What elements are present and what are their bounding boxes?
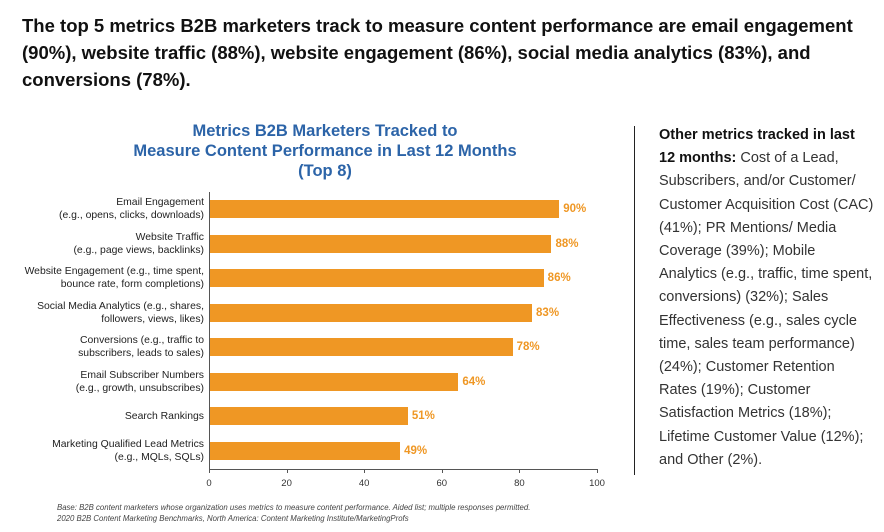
category-label-line: subscribers, leads to sales) [78, 348, 204, 359]
chart-title-line: Measure Content Performance in Last 12 M… [133, 142, 517, 160]
bar [210, 441, 401, 460]
y-axis-line [209, 192, 210, 469]
bar [210, 303, 533, 322]
x-tick [209, 469, 210, 473]
value-label: 51% [411, 410, 435, 422]
other-metrics-heading: Other metrics tracked in last 12 months: [659, 127, 855, 167]
chart-title: Metrics B2B Marketers Tracked to Measure… [110, 121, 540, 181]
x-tick-label: 20 [281, 478, 292, 489]
category-label: Conversions (e.g., traffic to subscribers… [0, 334, 204, 360]
category-label-line: Conversions (e.g., traffic to [80, 335, 204, 346]
value-label: 64% [462, 375, 486, 388]
chart-title-line: (Top 8) [298, 162, 352, 180]
category-label-line: (e.g., growth, unsubscribes) [75, 382, 204, 394]
chart-title-line: Metrics B2B Marketers Tracked to [192, 122, 458, 140]
category-label-line: (e.g., opens, clicks, downloads) [59, 210, 204, 221]
x-axis-line [209, 469, 598, 470]
x-tick [597, 469, 598, 473]
category-label-line: Website Traffic [135, 231, 204, 243]
x-tick [286, 469, 288, 473]
other-metrics-panel: Other metrics tracked in last 12 months:… [659, 124, 874, 472]
x-tick-label: 40 [358, 478, 370, 489]
other-metrics-text: Cost of a Lead, Subscribers, and/or Cust… [659, 150, 874, 468]
category-label: Email Engagement (e.g., opens, clicks, do… [0, 196, 204, 222]
category-label-line: Marketing Qualified Lead Metrics [52, 438, 204, 450]
bar [210, 372, 459, 391]
category-label-line: followers, views, likes) [101, 313, 204, 325]
category-label-line: (e.g., page views, backlinks) [73, 244, 204, 256]
category-label-line: Email Subscriber Numbers [80, 369, 204, 381]
category-label-line: bounce rate, form completions) [60, 279, 204, 290]
value-label: 49% [404, 444, 428, 457]
x-tick [364, 469, 366, 473]
category-label-line: Search Rankings [124, 410, 204, 422]
category-label: Social Media Analytics (e.g., shares, fol… [0, 300, 204, 326]
footnote-source: 2020 B2B Content Marketing Benchmarks, N… [57, 514, 409, 523]
category-label: Search Rankings [0, 410, 204, 423]
value-label: 83% [536, 306, 560, 319]
x-tick [441, 469, 443, 473]
x-tick-label: 0 [206, 478, 212, 489]
category-label: Website Engagement (e.g., time spent, bou… [0, 265, 204, 291]
category-label-line: Social Media Analytics (e.g., shares, [37, 300, 204, 312]
value-label: 88% [555, 237, 579, 250]
category-label-line: Email Engagement [116, 197, 204, 208]
value-label: 90% [563, 203, 587, 215]
footnote-base: Base: B2B content marketers whose organi… [57, 503, 531, 512]
vertical-divider [634, 126, 635, 475]
value-label: 86% [547, 272, 571, 284]
bar [210, 407, 408, 425]
x-tick-label: 100 [589, 478, 605, 489]
category-label-line: (e.g., MQLs, SQLs) [114, 451, 205, 463]
bar [210, 338, 513, 356]
bar [210, 200, 560, 218]
category-label: Website Traffic (e.g., page views, backli… [0, 231, 204, 257]
x-tick [519, 469, 521, 473]
category-label: Marketing Qualified Lead Metrics (e.g., M… [0, 438, 204, 464]
footnote: Base: B2B content marketers whose organi… [57, 502, 617, 524]
x-tick-label: 80 [514, 478, 525, 489]
headline: The top 5 metrics B2B marketers track to… [22, 15, 853, 90]
value-label: 78% [516, 341, 540, 353]
category-label-line: Website Engagement (e.g., time spent, [24, 266, 204, 277]
bar [210, 234, 552, 253]
bar [210, 269, 544, 287]
category-label: Email Subscriber Numbers (e.g., growth, u… [0, 369, 204, 395]
x-tick-label: 60 [436, 478, 448, 489]
